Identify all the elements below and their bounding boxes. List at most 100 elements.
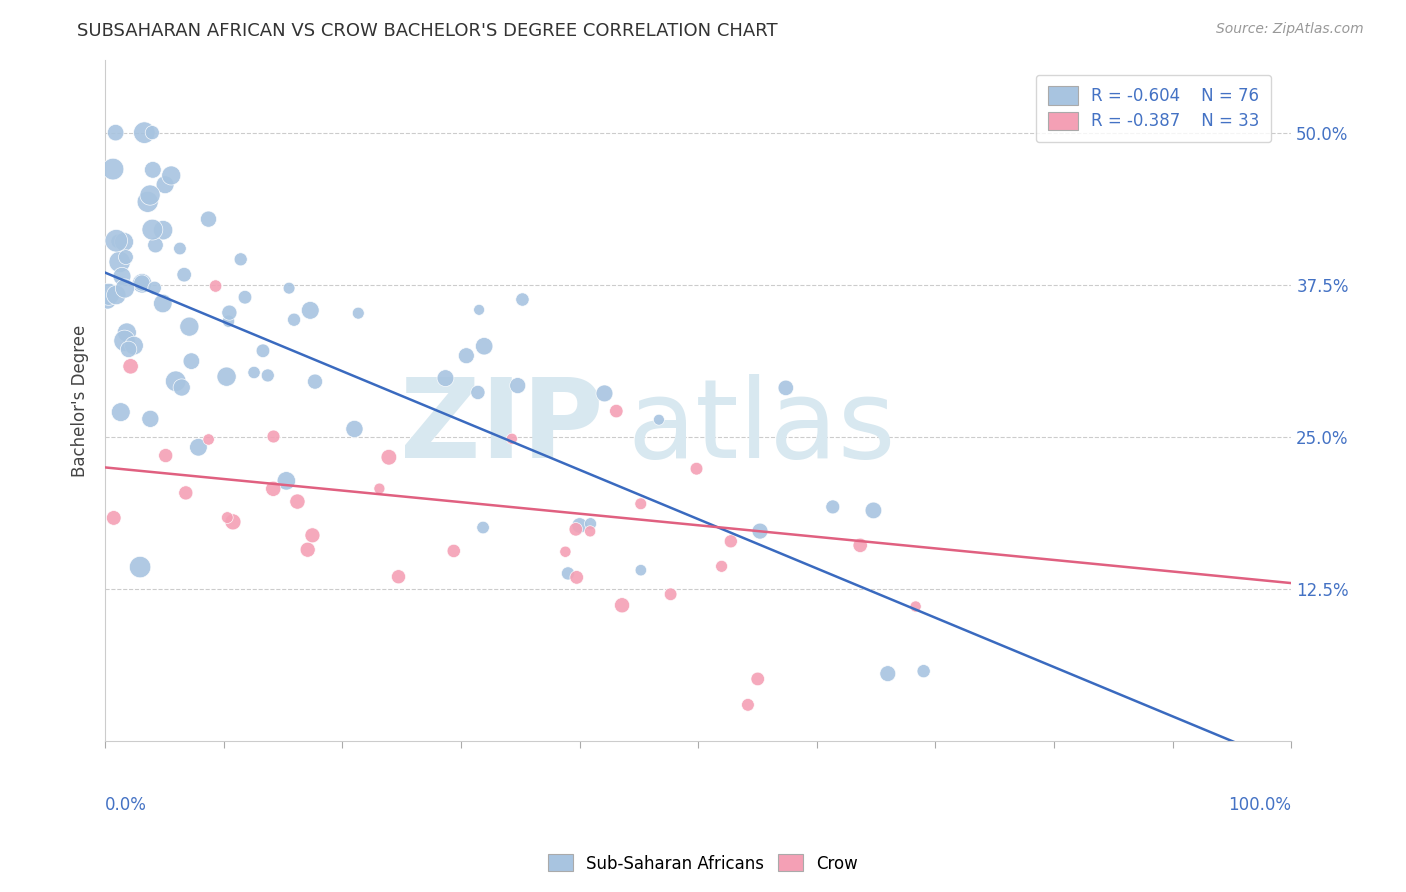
Point [153,178,176,192]
Legend: Sub-Saharan Africans, Crow: Sub-Saharan Africans, Crow [541,847,865,880]
Point [912,664,935,678]
Point [114,281,136,295]
Point [472,339,495,353]
Point [165,374,187,388]
Point [170,380,193,394]
Point [467,385,489,400]
Point [256,368,278,383]
Point [579,524,602,539]
Text: SUBSAHARAN AFRICAN VS CROW BACHELOR'S DEGREE CORRELATION CHART: SUBSAHARAN AFRICAN VS CROW BACHELOR'S DE… [77,22,778,40]
Text: ZIP: ZIP [401,375,603,482]
Point [104,126,127,140]
Point [143,281,166,295]
Point [134,126,156,140]
Point [904,599,927,614]
Point [579,516,602,531]
Point [222,515,245,529]
Point [276,474,298,488]
Point [112,235,135,249]
Point [115,250,138,264]
Point [122,338,145,352]
Point [103,511,125,525]
Point [862,503,884,517]
Point [218,314,240,328]
Point [287,494,309,508]
Point [129,560,152,574]
Point [565,522,588,536]
Point [97,287,120,301]
Text: Source: ZipAtlas.com: Source: ZipAtlas.com [1216,22,1364,37]
Point [710,559,733,574]
Point [117,343,139,357]
Point [169,242,191,256]
Point [568,518,591,533]
Point [243,366,266,380]
Point [443,544,465,558]
Point [849,538,872,552]
Point [297,542,319,557]
Point [506,378,529,392]
Point [101,162,124,177]
Point [648,413,671,427]
Point [152,223,174,237]
Point [720,534,742,549]
Point [215,369,238,384]
Point [565,570,588,584]
Point [131,276,153,290]
Point [304,375,326,389]
Point [141,126,163,140]
Point [218,305,240,319]
Point [876,666,898,681]
Point [139,412,162,426]
Point [142,162,165,177]
Point [593,386,616,401]
Point [145,238,167,252]
Point [512,293,534,307]
Point [152,296,174,310]
Point [659,587,682,601]
Point [775,381,797,395]
Point [197,433,219,447]
Point [685,461,707,475]
Point [173,268,195,282]
Point [821,500,844,514]
Point [262,482,284,496]
Point [747,672,769,686]
Point [501,432,523,446]
Point [283,312,305,326]
Y-axis label: Bachelor's Degree: Bachelor's Degree [72,325,89,476]
Point [197,212,219,227]
Point [233,290,256,304]
Point [111,269,134,284]
Point [141,222,163,236]
Point [136,194,159,209]
Text: 100.0%: 100.0% [1229,797,1291,814]
Point [343,422,366,436]
Point [472,520,495,534]
Text: 0.0%: 0.0% [105,797,148,814]
Point [737,698,759,712]
Point [139,188,162,202]
Point [387,570,409,584]
Point [347,306,370,320]
Point [155,449,177,463]
Point [252,343,274,358]
Point [187,440,209,454]
Point [204,279,226,293]
Point [749,524,772,538]
Text: atlas: atlas [627,375,896,482]
Point [107,235,129,249]
Point [115,326,138,340]
Point [554,545,576,559]
Point [217,510,239,524]
Point [105,288,128,302]
Point [278,281,301,295]
Point [131,277,153,291]
Point [105,234,128,248]
Point [299,303,322,318]
Point [120,359,142,374]
Point [630,497,652,511]
Point [468,302,491,317]
Point [456,349,478,363]
Point [179,319,201,334]
